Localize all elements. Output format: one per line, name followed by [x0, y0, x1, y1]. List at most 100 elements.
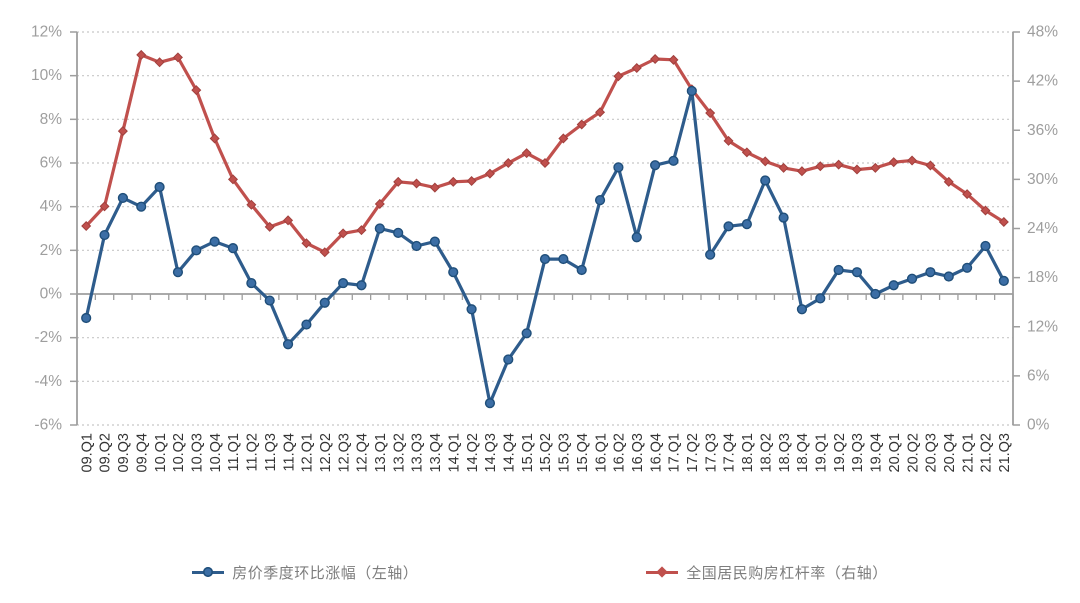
leverage-ratio-point [503, 157, 514, 169]
leverage-ratio-point [246, 199, 257, 210]
leverage-ratio-point [870, 162, 881, 173]
price-growth-point [466, 304, 477, 315]
leverage-ratio-point [760, 156, 771, 167]
x-axis-tick-label: 18.Q3 [777, 433, 793, 473]
x-axis-tick-label: 19.Q2 [832, 433, 848, 473]
leverage-ratio-point [356, 225, 367, 236]
price-growth-point [558, 253, 569, 265]
x-axis-tick-label: 16.Q4 [648, 433, 664, 473]
x-axis-tick-label: 12.Q2 [318, 433, 334, 473]
legend-item-leverage-ratio: 全国居民购房杠杆率（右轴） [646, 562, 888, 583]
price-growth-point [796, 304, 808, 315]
leverage-ratio-point [723, 135, 734, 146]
x-axis-tick-label: 11.Q1 [226, 433, 242, 471]
leverage-ratio-point [429, 182, 440, 193]
price-growth-point [539, 253, 551, 265]
x-axis-tick-label: 15.Q2 [538, 433, 554, 473]
x-axis-tick-label: 21.Q3 [997, 433, 1013, 473]
leverage-ratio-point [778, 162, 789, 173]
left-axis-tick-label: 4% [40, 198, 63, 215]
leverage-ratio-point [319, 247, 330, 258]
leverage-ratio-point [374, 198, 385, 209]
x-axis-tick-label: 10.Q2 [171, 433, 187, 473]
x-axis-tick-label: 21.Q2 [979, 433, 995, 473]
x-axis-tick-label: 16.Q2 [612, 433, 628, 473]
x-axis-tick-label: 20.Q1 [887, 433, 903, 473]
right-axis-tick-label: 30% [1027, 171, 1058, 188]
price-growth-legend-label: 房价季度环比涨幅（左轴） [232, 564, 419, 582]
price-growth-point [723, 221, 734, 232]
price-growth-point [815, 293, 826, 304]
price-growth-point [301, 319, 312, 330]
x-axis-tick-label: 17.Q3 [703, 433, 719, 473]
leverage-ratio-point [99, 201, 110, 212]
price-growth-point [668, 155, 679, 166]
leverage-ratio-point [851, 164, 863, 175]
price-growth-point [81, 312, 92, 324]
leverage-ratio-point [962, 189, 973, 200]
x-axis-tick-label: 19.Q1 [813, 433, 829, 473]
leverage-ratio-point [209, 133, 220, 144]
left-axis-tick-label: 6% [40, 155, 63, 172]
price-growth-line [84, 89, 1006, 405]
axes [76, 32, 1014, 425]
leverage-ratio-point [283, 215, 294, 226]
grid-lines [77, 31, 1013, 426]
x-axis-tick-label: 21.Q1 [960, 433, 976, 473]
x-axis-tick-label: 14.Q4 [501, 433, 517, 473]
x-axis-tick-label: 11.Q4 [281, 433, 297, 471]
leverage-ratio-point [925, 160, 936, 171]
price-growth-point [705, 249, 716, 260]
price-growth-point [943, 271, 954, 282]
leverage-ratio-point [796, 166, 807, 177]
x-axis-tick-label: 13.Q2 [391, 433, 407, 473]
leverage-ratio-point [907, 155, 918, 166]
x-axis-tick-label: 17.Q2 [685, 433, 701, 473]
x-axis-tick-label: 20.Q3 [924, 433, 940, 473]
price-growth-point [650, 160, 661, 171]
price-growth-point [356, 280, 367, 291]
x-axis-tick-label: 12.Q1 [300, 433, 316, 473]
x-axis-tick-label: 17.Q4 [722, 433, 738, 473]
price-growth-point [998, 275, 1009, 287]
left-axis-tick-label: -6% [34, 417, 62, 434]
x-axis-tick-label: 11.Q2 [245, 433, 261, 471]
right-axis-tick-label: 42% [1027, 73, 1058, 90]
price-growth-point [833, 264, 844, 276]
leverage-ratio-point [411, 178, 422, 189]
price-growth-point [374, 223, 385, 234]
leverage-ratio-point [466, 176, 477, 187]
price-growth-point [851, 267, 863, 278]
price-growth-point [209, 236, 220, 247]
price-growth-point [154, 181, 165, 193]
leverage-ratio-point [154, 57, 165, 68]
price-growth-point [264, 295, 275, 306]
x-axis-tick-label: 10.Q3 [189, 433, 205, 473]
left-axis-tick-labels: 12% 10% 8% 6% 4% 2% 0% -2% -4% -6% [31, 24, 77, 434]
right-axis-tick-label: 36% [1027, 122, 1058, 139]
x-axis-tick-label: 13.Q3 [410, 433, 426, 473]
x-axis-labels: 09.Q1 09.Q2 09.Q3 09.Q4 10.Q1 10.Q2 10.Q3 10.Q4… [79, 433, 1013, 473]
x-axis-tick-label: 10.Q4 [208, 433, 224, 473]
x-axis-tick-label: 09.Q3 [116, 433, 132, 473]
price-growth-point [925, 267, 936, 278]
price-growth-point [246, 277, 257, 289]
price-growth-point [338, 277, 349, 289]
x-axis-tick-label: 15.Q4 [575, 433, 591, 473]
price-growth-point [760, 175, 771, 186]
x-axis-tick-label: 12.Q3 [336, 433, 352, 473]
series-leverage-ratio [81, 49, 1009, 258]
price-growth-point [576, 264, 587, 276]
leverage-ratio-point [943, 176, 954, 187]
leverage-ratio-point [484, 168, 495, 179]
price-growth-point [484, 398, 496, 409]
price-growth-point [227, 243, 239, 254]
right-axis-tick-label: 24% [1027, 220, 1058, 237]
price-growth-point [136, 201, 147, 212]
leverage-ratio-point [191, 85, 202, 96]
leverage-ratio-point [998, 216, 1009, 227]
price-growth-point [393, 227, 404, 238]
x-axis-tick-label: 09.Q4 [134, 433, 150, 473]
left-axis-tick-label: 12% [31, 24, 62, 41]
